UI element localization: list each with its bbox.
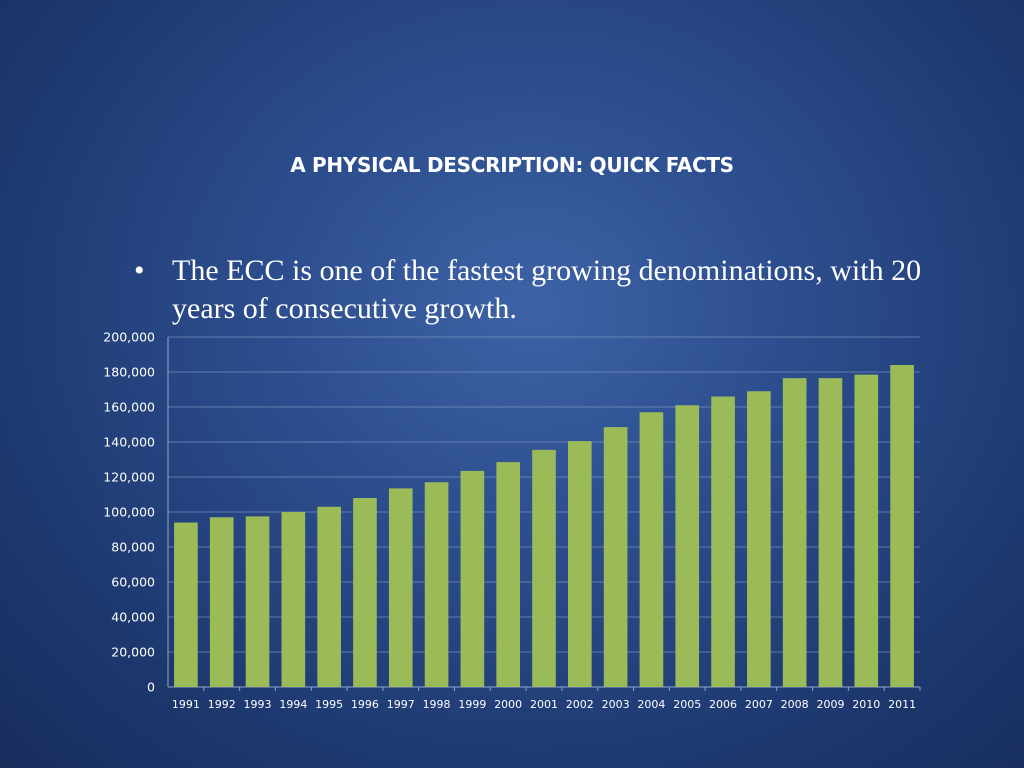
bar-2000 xyxy=(496,462,521,687)
bar-2006 xyxy=(711,396,735,687)
bar-1998 xyxy=(424,482,449,687)
bar-2002 xyxy=(567,441,592,687)
bar-2011 xyxy=(890,365,914,687)
y-tick-label: 0 xyxy=(147,680,155,695)
x-tick-label: 2011 xyxy=(888,698,916,711)
x-tick-label: 2001 xyxy=(530,698,558,711)
y-tick-label: 140,000 xyxy=(103,435,155,450)
y-tick-label: 80,000 xyxy=(111,540,155,555)
y-tick-label: 20,000 xyxy=(111,645,155,660)
bar-2004 xyxy=(639,412,664,687)
x-tick-label: 2007 xyxy=(745,698,773,711)
bar-1992 xyxy=(209,517,234,687)
x-tick-label: 2006 xyxy=(709,698,737,711)
x-tick-label: 1997 xyxy=(387,698,415,711)
x-tick-label: 1999 xyxy=(458,698,486,711)
bullet-text: The ECC is one of the fastest growing de… xyxy=(172,254,922,325)
bar-2008 xyxy=(782,378,807,687)
x-tick-label: 2009 xyxy=(816,698,844,711)
y-tick-label: 120,000 xyxy=(103,470,155,485)
x-tick-label: 2004 xyxy=(637,698,665,711)
bar-2010 xyxy=(854,374,879,687)
x-tick-label: 1998 xyxy=(423,698,451,711)
x-tick-label: 1993 xyxy=(244,698,272,711)
bullet-icon: • xyxy=(134,254,145,287)
bar-1993 xyxy=(245,516,270,687)
x-tick-label: 1994 xyxy=(279,698,307,711)
bar-1991 xyxy=(174,522,198,687)
x-tick-label: 2003 xyxy=(602,698,630,711)
bar-2003 xyxy=(603,427,628,687)
x-tick-label: 1991 xyxy=(172,698,200,711)
x-tick-label: 1992 xyxy=(208,698,236,711)
y-tick-label: 180,000 xyxy=(103,365,155,380)
bar-2007 xyxy=(747,391,771,687)
x-tick-label: 1995 xyxy=(315,698,343,711)
bar-1997 xyxy=(388,488,413,687)
x-tick-label: 2010 xyxy=(852,698,880,711)
y-tick-label: 40,000 xyxy=(111,610,155,625)
bar-1996 xyxy=(353,498,377,687)
x-tick-label: 2005 xyxy=(673,698,701,711)
bar-1994 xyxy=(281,512,306,687)
bar-2009 xyxy=(818,378,843,687)
y-tick-label: 60,000 xyxy=(111,575,155,590)
x-tick-label: 2008 xyxy=(781,698,809,711)
bar-2001 xyxy=(532,449,556,687)
bar-1995 xyxy=(317,506,341,687)
slide-title: A PHYSICAL DESCRIPTION: QUICK FACTS xyxy=(290,153,734,177)
x-tick-label: 2002 xyxy=(566,698,594,711)
y-tick-label: 160,000 xyxy=(103,400,155,415)
y-tick-label: 100,000 xyxy=(103,505,155,520)
bar-1999 xyxy=(460,470,485,687)
bar-2005 xyxy=(675,405,700,687)
x-tick-label: 1996 xyxy=(351,698,379,711)
y-tick-label: 200,000 xyxy=(103,330,155,345)
x-tick-label: 2000 xyxy=(494,698,522,711)
